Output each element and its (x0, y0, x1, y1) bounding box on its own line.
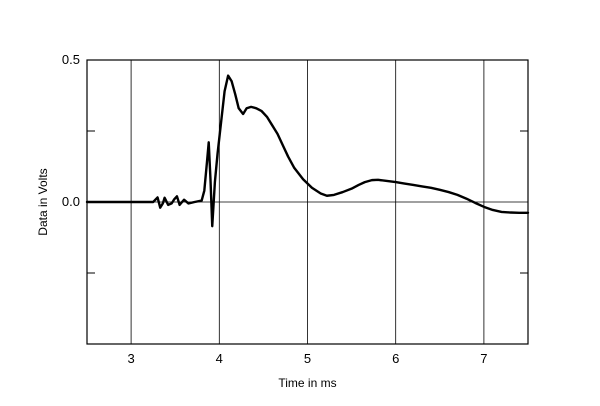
x-tick-label-4: 4 (216, 351, 223, 366)
grid-layer (87, 60, 528, 344)
tick-layer (87, 130, 528, 274)
x-tick-label-5: 5 (304, 351, 311, 366)
series-line (85, 74, 530, 228)
y-tick-label-1: 0.0 (62, 194, 80, 209)
x-axis-title: Time in ms (278, 376, 336, 390)
x-tick-label-7: 7 (480, 351, 487, 366)
y-tick-label-0: 0.5 (62, 52, 80, 67)
y-axis-title: Data in Volts (36, 168, 50, 235)
x-tick-label-6: 6 (392, 351, 399, 366)
x-tick-label-3: 3 (127, 351, 134, 366)
label-layer: 3 4 5 6 7 0.5 0.0 (62, 52, 488, 366)
